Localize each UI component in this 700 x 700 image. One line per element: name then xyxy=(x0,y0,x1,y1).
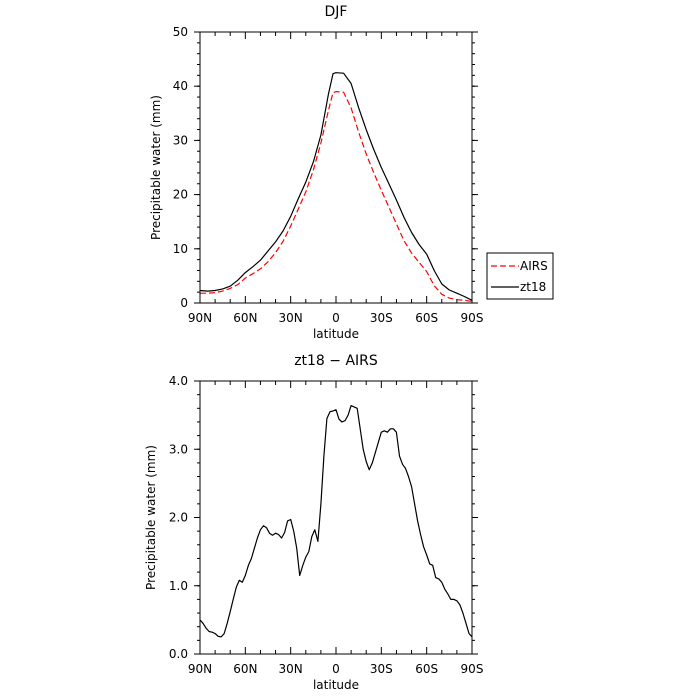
x-tick-label: 30S xyxy=(370,662,393,676)
y-tick-label: 3.0 xyxy=(169,442,188,456)
chart-title: DJF xyxy=(325,4,348,20)
y-tick-label: 30 xyxy=(173,133,188,147)
y-tick-label: 10 xyxy=(173,242,188,256)
x-tick-label: 30S xyxy=(370,311,393,325)
legend-box xyxy=(486,252,554,300)
x-tick-label: 90S xyxy=(461,311,484,325)
y-axis-title: Precipitable water (mm) xyxy=(149,95,163,240)
x-tick-label: 60N xyxy=(233,662,257,676)
y-tick-label: 1.0 xyxy=(169,579,188,593)
legend-label-zt18: zt18 xyxy=(520,280,546,294)
x-tick-label: 0 xyxy=(332,311,340,325)
x-axis-title: latitude xyxy=(313,678,359,692)
x-tick-label: 30N xyxy=(279,662,303,676)
y-tick-label: 4.0 xyxy=(169,374,188,388)
plot-frame xyxy=(199,380,473,655)
x-tick-label: 90N xyxy=(188,311,212,325)
x-tick-label: 0 xyxy=(332,662,340,676)
chart-djf: 90N 60N 30N 0 30S 60S 90S 0 10 20 30 40 50 DJF latitud… xyxy=(149,4,554,341)
x-tick-label: 90S xyxy=(461,662,484,676)
series-line-airs xyxy=(200,90,473,302)
y-axis-title: Precipitable water (mm) xyxy=(144,445,158,590)
series-line-zt18 xyxy=(199,72,473,301)
x-tick-label: 60N xyxy=(233,311,257,325)
y-tick-label: 50 xyxy=(173,25,188,39)
y-tick-label: 20 xyxy=(173,188,188,202)
y-tick-label: 40 xyxy=(173,79,188,93)
x-tick-label: 60S xyxy=(415,311,438,325)
x-tick-label: 90N xyxy=(188,662,212,676)
y-tick-label: 0.0 xyxy=(169,647,188,661)
y-tick-label: 0 xyxy=(180,296,188,310)
y-tick-label: 2.0 xyxy=(169,511,188,525)
x-tick-label: 30N xyxy=(279,311,303,325)
series-line-difference xyxy=(199,405,473,638)
chart-title: zt18 − AIRS xyxy=(294,353,378,369)
x-axis-title: latitude xyxy=(313,327,359,341)
chart-difference: 90N 60N 30N 0 30S 60S 90S 0.0 1.0 2.0 3.0 4.0 zt18 −… xyxy=(144,353,483,692)
legend-label-airs: AIRS xyxy=(520,259,548,273)
x-tick-label: 60S xyxy=(415,662,438,676)
